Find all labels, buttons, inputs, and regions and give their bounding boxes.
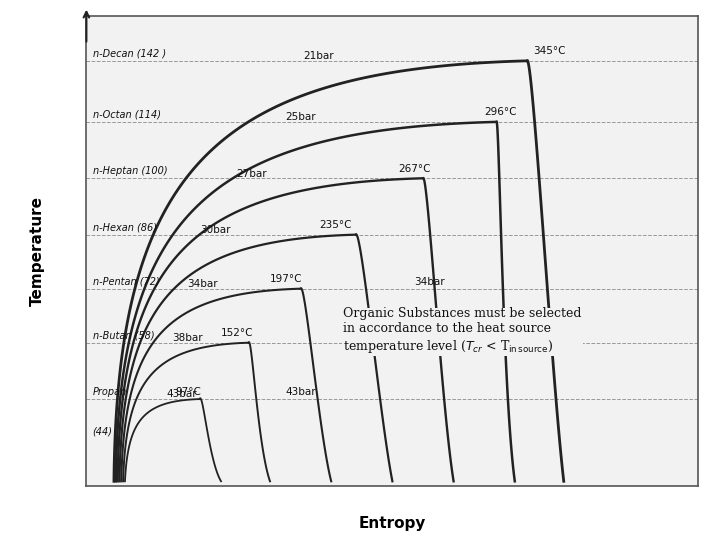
Text: 27bar: 27bar [236,168,267,179]
Text: 197°C: 197°C [270,274,302,284]
Text: 25bar: 25bar [285,112,316,122]
Text: 97°C: 97°C [175,387,201,397]
Text: Temperature: Temperature [30,196,45,306]
Text: n-Heptan (100): n-Heptan (100) [92,166,167,176]
Text: 345°C: 345°C [533,46,566,56]
Text: 152°C: 152°C [221,328,253,338]
Text: (44): (44) [92,427,112,437]
Text: Entropy: Entropy [359,516,426,531]
Text: 21bar: 21bar [304,51,334,61]
Text: n-Octan (114): n-Octan (114) [92,110,161,119]
Text: n-Butan (58): n-Butan (58) [92,330,154,340]
Text: 38bar: 38bar [353,330,383,341]
Text: 34bar: 34bar [187,279,218,289]
Text: 296°C: 296°C [484,107,517,117]
Text: Organic Substances must be selected
in accordance to the heat source
temperature: Organic Substances must be selected in a… [343,307,582,355]
Text: n-Pentan (72): n-Pentan (72) [92,276,159,286]
Text: n-Decan (142 ): n-Decan (142 ) [92,49,166,58]
Text: 30bar: 30bar [199,225,230,235]
Text: 34bar: 34bar [414,276,444,287]
Text: 38bar: 38bar [172,333,203,343]
Text: Propan: Propan [92,387,127,397]
Text: 43bar: 43bar [285,387,316,397]
Text: 267°C: 267°C [399,164,431,173]
Text: n-Hexan (86): n-Hexan (86) [92,222,156,232]
Text: 43bar: 43bar [166,389,197,400]
Text: 235°C: 235°C [319,220,351,230]
